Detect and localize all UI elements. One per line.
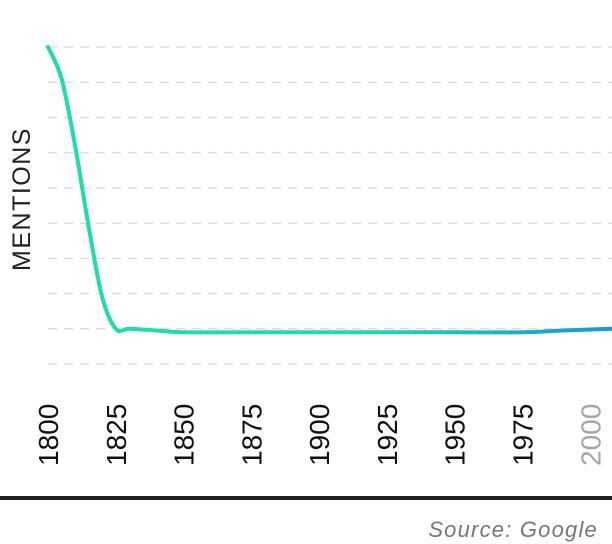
source-note: Source: Google [428,517,598,542]
x-tick-label: 1825 [101,404,132,466]
x-tick-label: 1950 [440,404,471,466]
x-axis-ticks: 1800 1825 1850 1875 1900 1925 1950 1975 2000 [33,404,606,466]
x-tick-label: 1875 [236,404,267,466]
y-axis-label: MENTIONS [8,127,36,271]
x-tick-label: 1900 [304,404,335,466]
x-tick-label: 1975 [508,404,539,466]
series-line [46,45,612,335]
grid-lines [48,46,612,365]
x-tick-label: 1800 [33,404,64,466]
x-tick-label: 1925 [372,404,403,466]
x-tick-label: 2000 [575,404,606,466]
x-tick-label: 1850 [169,404,200,466]
